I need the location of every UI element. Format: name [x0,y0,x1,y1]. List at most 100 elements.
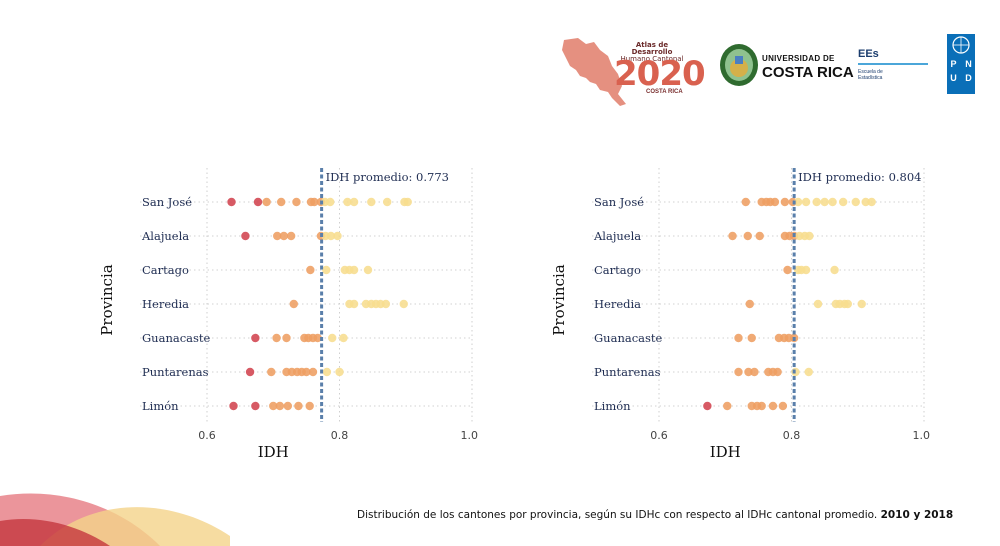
category-label: Alajuela [593,229,641,243]
data-point [770,197,780,207]
data-point [241,231,250,241]
data-point [229,401,238,411]
data-point [294,401,303,411]
category-label: San José [594,195,644,209]
pnud-letter: N [965,59,972,69]
data-point [306,265,315,275]
data-point [335,367,344,377]
data-point [349,299,359,309]
data-point [734,333,743,343]
category-label: Cartago [142,263,189,277]
atlas-title: Atlas de Desarrollo [631,41,673,56]
costa-rica-map-icon [562,38,626,106]
data-point [282,333,291,343]
category-label: Guanacaste [142,331,211,345]
data-point [251,333,260,343]
pnud-letter: P [950,59,957,69]
atlas-subtitle: Humano Cantonal [620,55,684,63]
data-point [747,333,756,343]
data-point [750,367,759,377]
ucr-seal-icon [720,44,758,86]
data-point [743,231,752,241]
category-label: Limón [142,399,179,413]
ucr-logo-text: UNIVERSIDAD DE COSTA RICA [762,54,854,81]
data-point [768,401,778,411]
data-point [838,197,848,207]
data-point [310,197,319,207]
category-label: San José [142,195,192,209]
average-label: IDH promedio: 0.804 [798,170,921,184]
data-point [741,197,750,207]
atlas-country: COSTA RICA [646,89,683,95]
x-tick-label: 0.8 [783,429,801,442]
chart-2018: San José Alajuela Cartago Heredia Guanacaste… [552,160,942,460]
y-axis-label: Provincia [100,264,116,335]
data-point [778,401,788,411]
data-point [812,197,821,207]
data-point [302,367,311,377]
data-point [861,197,870,207]
data-point [322,265,331,275]
ees-sub2: Estadística [858,74,883,81]
data-point [757,401,766,411]
data-point [723,401,732,411]
x-tick-label: 1.0 [913,429,931,442]
data-point [272,333,281,343]
ees-divider [858,63,928,65]
ees-logo: EEs Escuela de Estadística [858,48,928,81]
data-point [245,367,255,377]
data-point [805,231,814,241]
data-point [326,231,336,241]
data-point [322,367,332,377]
x-tick-label: 0.6 [650,429,668,442]
data-point [253,197,263,207]
data-point [283,401,293,411]
data-point [313,333,322,343]
x-tick-label: 0.8 [331,429,349,442]
data-point [273,231,282,241]
ees-title: EEs [858,48,879,60]
chart-2010-svg: San José Alajuela Cartago Heredia Guanacaste… [100,168,479,460]
data-point [308,367,318,377]
data-point [804,367,813,377]
x-tick-label: 1.0 [461,429,479,442]
data-point [367,197,376,207]
data-point [755,231,764,241]
data-point [745,299,754,309]
atlas-year: 2020 [614,54,706,94]
x-tick-label: 0.6 [198,429,216,442]
data-point [801,265,811,275]
data-point [793,197,803,207]
data-point [343,197,352,207]
data-point [289,299,298,309]
data-point [262,197,271,207]
y-axis-label: Provincia [552,264,568,335]
data-point [783,265,792,275]
data-point [780,197,790,207]
data-point [277,197,286,207]
category-label: Heredia [594,297,641,311]
data-point [381,299,391,309]
category-label: Cartago [594,263,641,277]
data-point [851,197,860,207]
category-label: Alajuela [141,229,189,243]
category-label: Guanacaste [594,331,663,345]
data-point [703,401,712,411]
data-point [349,265,359,275]
category-label: Puntarenas [142,365,209,379]
ucr-line1: UNIVERSIDAD DE [762,54,835,63]
data-point [339,333,348,343]
chart-2018-svg: San José Alajuela Cartago Heredia Guanacaste… [552,168,931,460]
decorative-waves [0,493,230,546]
data-point [292,197,301,207]
data-point [305,401,314,411]
data-point [349,197,359,207]
data-point [773,367,782,377]
average-label: IDH promedio: 0.773 [326,170,449,184]
x-axis-label: IDH [258,443,289,460]
data-point [744,367,753,377]
data-point [286,231,296,241]
category-label: Limón [594,399,631,413]
data-point [734,367,743,377]
data-point [328,333,337,343]
